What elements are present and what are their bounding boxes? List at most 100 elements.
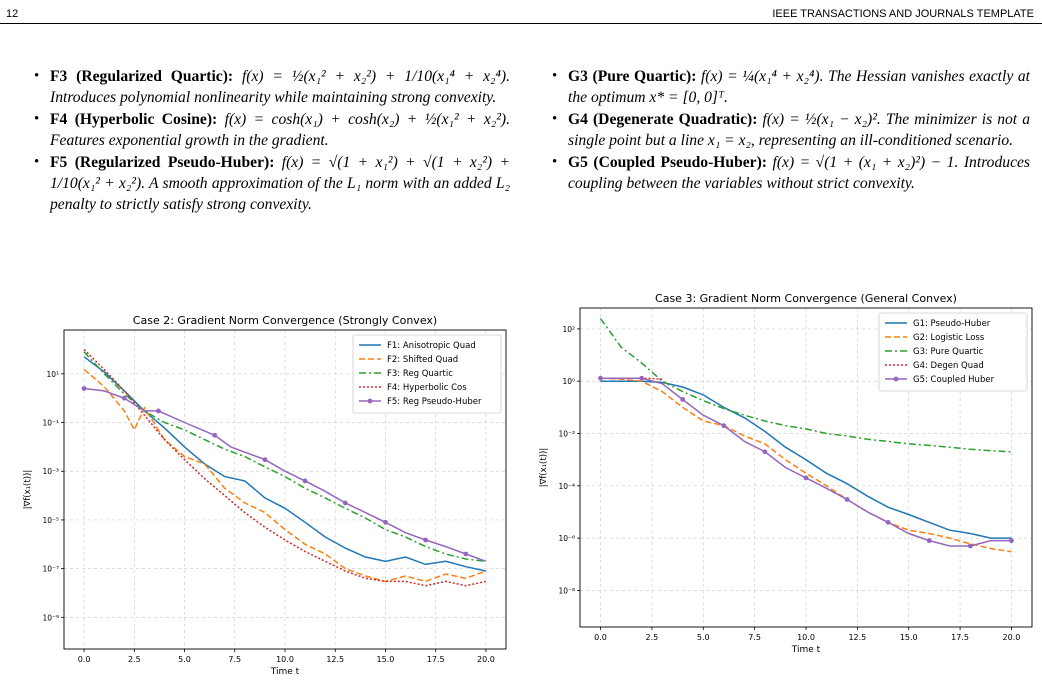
chart-0-legend <box>352 334 502 414</box>
chart-0-series-5-marker <box>302 478 308 484</box>
chart-0-xlabel: Time t <box>270 667 300 677</box>
figure-case3: Case 3: Gradient Norm Convergence (Gener… <box>526 288 1038 652</box>
chart-1-xtick-label: 7.5 <box>748 633 761 642</box>
chart-0-frame <box>63 329 507 650</box>
bullet-f5: F5 (Regularized Pseudo-Huber): f(x) = √(… <box>30 152 510 215</box>
chart-1-xlabel: Time t <box>791 645 821 652</box>
chart-1-series-5-marker <box>762 449 768 455</box>
chart-0-series-5-marker <box>212 432 218 438</box>
bullet-label: F4 (Hyperbolic Cosine): <box>50 111 218 128</box>
chart-1-legend-label: G2: Logistic Loss <box>913 333 985 343</box>
chart-1-ytick-label: 10⁻⁸ <box>558 586 575 595</box>
bullet-text: f(x) = cosh(x₁) + cosh(x₂) + ½(x₁² + x₂²… <box>50 111 511 149</box>
chart-0-series-5-marker <box>262 457 268 463</box>
bullet-text: f(x) = ½(x₁ − x₂)². The minimizer is not… <box>568 111 1030 149</box>
bullet-label: G5 (Coupled Pseudo-Huber): <box>568 154 767 171</box>
chart-1-series-5-marker <box>680 397 686 402</box>
bullet-label: F5 (Regularized Pseudo-Huber): <box>50 154 275 171</box>
chart-0-ytick-label: 10⁻¹ <box>42 419 59 428</box>
chart-0-series-1-line <box>83 356 487 572</box>
chart-1-legend-label: G3: Pure Quartic <box>913 347 984 357</box>
chart-1-series-5-marker <box>967 543 973 549</box>
chart-1-ylabel: |∇f(x₁(t))| <box>539 448 549 487</box>
chart-0-xtick-label: 12.5 <box>326 655 344 664</box>
chart-0-series-5-marker <box>121 395 127 401</box>
chart-0-xtick-label: 17.5 <box>427 655 445 664</box>
chart-0-series-5-marker <box>383 519 388 525</box>
chart-1-ytick-label: 10⁻⁶ <box>558 534 575 543</box>
chart-0-xtick-label: 20.0 <box>477 655 495 664</box>
right-column: G3 (Pure Quartic): f(x) = ¼(x₁⁴ + x₂⁴). … <box>548 66 1030 195</box>
chart-case3: Case 3: Gradient Norm Convergence (Gener… <box>539 292 1033 652</box>
chart-1-series-5-marker <box>598 375 603 381</box>
chart-0-series-5-marker <box>342 500 348 506</box>
chart-0-xtick-label: 5.0 <box>178 655 191 664</box>
chart-case2: Case 2: Gradient Norm Convergence (Stron… <box>23 314 507 677</box>
chart-0-series-3-line <box>83 351 486 563</box>
chart-0-series-5-line <box>84 387 487 563</box>
chart-0-legend-label: F4: Hyperbolic Cos <box>387 383 467 393</box>
chart-0-ytick-label: 10⁻⁹ <box>42 613 59 622</box>
chart-0-series-5-marker <box>156 408 161 414</box>
chart-1-series-5-marker <box>885 519 891 525</box>
bullet-g4: G4 (Degenerate Quadratic): f(x) = ½(x₁ −… <box>548 109 1030 151</box>
journal-title: IEEE TRANSACTIONS AND JOURNALS TEMPLATE <box>772 8 1034 20</box>
chart-0-legend-label: F5: Reg Pseudo-Huber <box>387 397 482 407</box>
left-column: F3 (Regularized Quartic): f(x) = ½(x₁² +… <box>30 66 510 216</box>
bullet-text: f(x) = ¼(x₁⁴ + x₂⁴). The Hessian vanishe… <box>568 68 1030 106</box>
bullet-g5: G5 (Coupled Pseudo-Huber): f(x) = √(1 + … <box>548 152 1030 194</box>
chart-1-legend-label: G4: Degen Quad <box>913 361 984 371</box>
chart-0-series-5-marker <box>463 551 469 557</box>
chart-1-legend-label: G5: Coupled Huber <box>913 375 995 385</box>
bullet-label: G3 (Pure Quartic): <box>568 68 697 85</box>
figure-case2: Case 2: Gradient Norm Convergence (Stron… <box>4 312 512 680</box>
chart-1-series-5-marker <box>803 475 809 481</box>
chart-0-xtick-label: 2.5 <box>128 655 141 664</box>
chart-1-xtick-label: 15.0 <box>900 633 918 642</box>
chart-1-legend-marker <box>893 376 899 382</box>
header-rule <box>0 23 1042 24</box>
chart-0-legend-marker <box>367 398 373 404</box>
chart-1-frame <box>579 307 1033 628</box>
chart-0-xtick-label: 10.0 <box>276 655 294 664</box>
bullet-g3: G3 (Pure Quartic): f(x) = ¼(x₁⁴ + x₂⁴). … <box>548 66 1030 108</box>
chart-1-ytick-label: 10⁻⁴ <box>558 482 575 491</box>
chart-0-xtick-label: 15.0 <box>377 655 395 664</box>
chart-1-ytick-label: 10² <box>562 325 575 334</box>
left-bullet-list: F3 (Regularized Quartic): f(x) = ½(x₁² +… <box>30 66 510 215</box>
chart-1-series-5-marker <box>1009 538 1014 544</box>
page-number: 12 <box>6 8 19 20</box>
chart-0-legend-label: F1: Anisotropic Quad <box>387 341 476 351</box>
chart-0-ylabel: |∇f(x₁(t))| <box>23 470 33 509</box>
chart-1-xtick-label: 17.5 <box>951 633 969 642</box>
bullet-text: f(x) = ½(x₁² + x₂²) + 1/10(x₁⁴ + x₂⁴). I… <box>50 68 510 106</box>
chart-0-title: Case 2: Gradient Norm Convergence (Stron… <box>133 314 437 327</box>
page-header: 12 IEEE TRANSACTIONS AND JOURNALS TEMPLA… <box>0 0 1042 24</box>
chart-1-xtick-label: 12.5 <box>848 633 866 642</box>
right-bullet-list: G3 (Pure Quartic): f(x) = ¼(x₁⁴ + x₂⁴). … <box>548 66 1030 194</box>
bullet-text: f(x) = √(1 + (x₁ + x₂)²) − 1. Introduces… <box>568 154 1030 192</box>
chart-0-xtick-label: 7.5 <box>228 655 241 664</box>
bullet-f3: F3 (Regularized Quartic): f(x) = ½(x₁² +… <box>30 66 510 108</box>
chart-0-ytick-label: 10⁻³ <box>42 467 59 476</box>
chart-0-series-5-marker <box>423 537 429 543</box>
chart-0-series-5-marker <box>81 386 87 391</box>
chart-1-series-5-marker <box>926 538 932 544</box>
bullet-label: F3 (Regularized Quartic): <box>50 68 234 85</box>
chart-1-xtick-label: 2.5 <box>646 633 659 642</box>
chart-1-series-5-marker <box>639 375 645 381</box>
chart-0-legend-label: F2: Shifted Quad <box>387 355 458 365</box>
chart-0-series-4-line <box>83 348 487 587</box>
chart-1-legend-label: G1: Pseudo-Huber <box>913 319 991 329</box>
chart-1-series-5-marker <box>721 423 727 429</box>
bullet-label: G4 (Degenerate Quadratic): <box>568 111 758 128</box>
chart-0-series-2-line <box>83 368 487 583</box>
chart-0-ytick-label: 10¹ <box>46 370 59 379</box>
chart-0-ytick-label: 10⁻⁷ <box>42 565 59 574</box>
chart-0-xtick-label: 0.0 <box>78 655 91 664</box>
chart-1-ytick-label: 10⁻² <box>558 430 575 439</box>
chart-1-xtick-label: 5.0 <box>697 633 710 642</box>
chart-1-ytick-label: 10⁰ <box>562 377 575 386</box>
chart-1-xtick-label: 0.0 <box>594 633 607 642</box>
chart-1-title: Case 3: Gradient Norm Convergence (Gener… <box>655 292 957 305</box>
